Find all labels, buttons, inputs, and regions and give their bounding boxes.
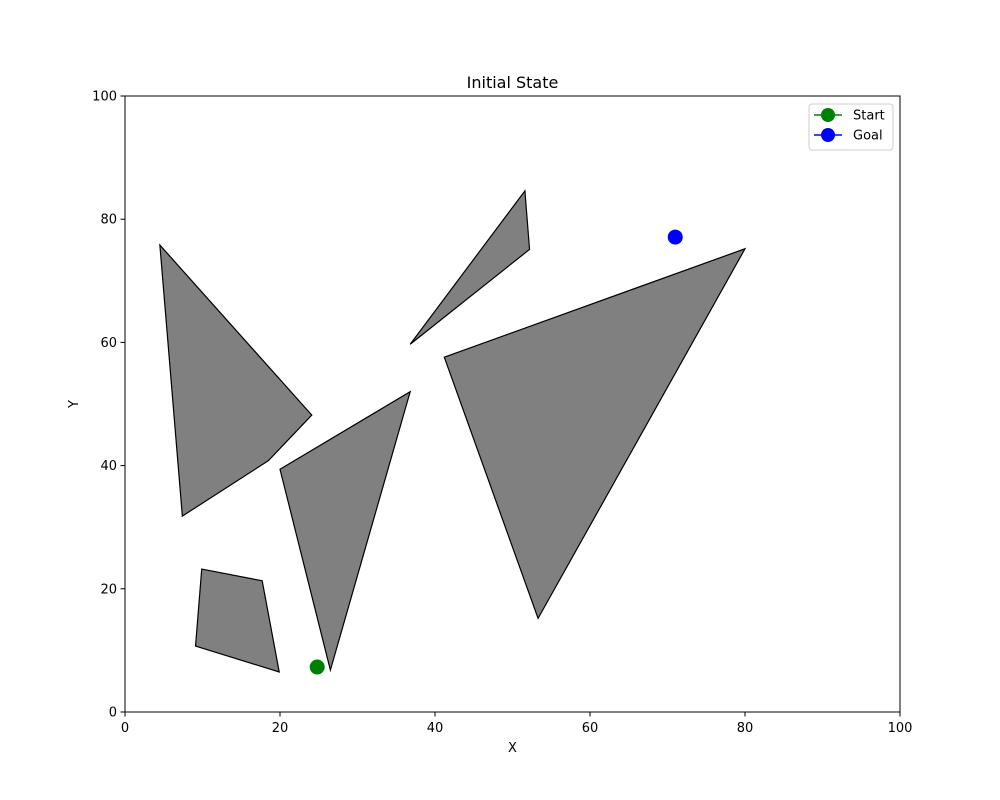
x-axis-label: X bbox=[508, 741, 517, 756]
legend: Start Goal bbox=[808, 103, 894, 151]
y-tick-label: 100 bbox=[92, 90, 117, 105]
obstacle-polygon-5 bbox=[194, 568, 280, 673]
x-tick-label: 20 bbox=[272, 721, 289, 736]
obstacle-polygon-4 bbox=[279, 390, 412, 673]
legend-start-marker bbox=[821, 108, 835, 122]
y-tick-label: 40 bbox=[100, 459, 117, 474]
y-axis-label: Y bbox=[67, 400, 82, 409]
x-tick-label: 100 bbox=[888, 721, 913, 736]
legend-goal-label: Goal bbox=[853, 129, 883, 144]
x-tick-label: 0 bbox=[121, 721, 129, 736]
obstacle-polygon-3 bbox=[443, 247, 747, 620]
x-tick-label: 60 bbox=[582, 721, 599, 736]
legend-goal-marker bbox=[821, 128, 835, 142]
y-tick-label: 80 bbox=[100, 213, 117, 228]
y-tick-label: 0 bbox=[109, 706, 117, 721]
obstacles-layer bbox=[159, 189, 747, 673]
chart-title: Initial State bbox=[467, 73, 559, 92]
y-tick-label: 20 bbox=[100, 582, 117, 597]
y-tick-label: 60 bbox=[100, 336, 117, 351]
plot-frame bbox=[124, 95, 901, 713]
legend-start-label: Start bbox=[853, 109, 885, 124]
goal-point bbox=[667, 229, 683, 245]
points-layer bbox=[309, 229, 683, 675]
x-axis-ticks: 0 20 40 60 80 100 bbox=[121, 712, 913, 736]
obstacle-polygon-2 bbox=[409, 189, 531, 345]
obstacle-polygon-1 bbox=[159, 243, 313, 518]
y-axis-ticks: 0 20 40 60 80 100 bbox=[92, 90, 125, 721]
start-point bbox=[309, 659, 325, 675]
x-tick-label: 40 bbox=[427, 721, 444, 736]
x-tick-label: 80 bbox=[737, 721, 754, 736]
